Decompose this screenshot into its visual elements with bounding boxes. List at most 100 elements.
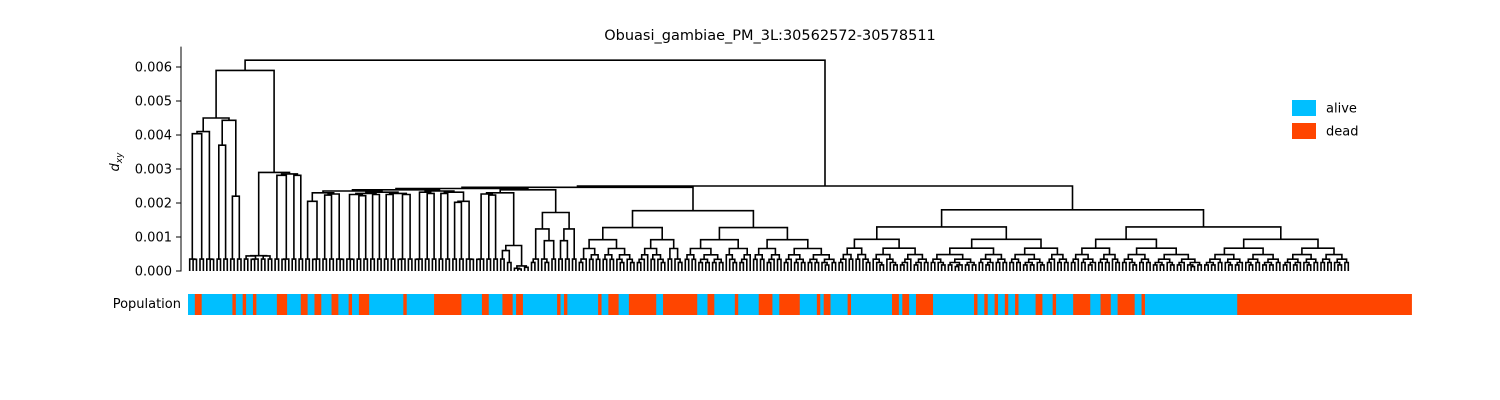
population-segment-dead bbox=[598, 294, 602, 315]
dendrogram-link bbox=[793, 247, 823, 255]
dendrogram-link bbox=[385, 193, 394, 260]
dendrogram-link bbox=[1223, 247, 1264, 255]
dendrogram-link bbox=[1087, 264, 1093, 271]
dendrogram-link bbox=[643, 247, 658, 255]
dendrogram-link bbox=[766, 238, 809, 249]
dendrogram-link bbox=[879, 264, 885, 271]
dendrogram-link bbox=[1186, 264, 1194, 271]
dendrogram-link bbox=[978, 261, 984, 271]
dendrogram-link bbox=[588, 238, 618, 249]
dendrogram-link bbox=[1094, 238, 1158, 249]
legend-swatch-alive bbox=[1292, 100, 1316, 116]
dendrogram-link bbox=[356, 258, 362, 271]
population-segment-alive bbox=[560, 294, 565, 315]
dendrogram-link bbox=[506, 261, 512, 271]
dendrogram-link bbox=[783, 261, 789, 271]
dendrogram-link bbox=[431, 258, 437, 271]
dendrogram-link bbox=[1301, 247, 1335, 255]
population-segment-dead bbox=[1015, 294, 1019, 315]
dendrogram-link bbox=[329, 258, 335, 271]
dendrogram-link bbox=[853, 238, 900, 249]
population-segment-alive bbox=[697, 294, 708, 315]
population-segment-alive bbox=[567, 294, 599, 315]
dendrogram-link bbox=[1098, 261, 1103, 271]
population-segment-alive bbox=[1042, 294, 1054, 315]
dendrogram-link bbox=[564, 258, 570, 271]
population-segment-dead bbox=[403, 294, 408, 315]
dendrogram-link bbox=[1121, 261, 1127, 271]
dendrogram-link bbox=[458, 258, 464, 271]
legend-label-alive: alive bbox=[1326, 102, 1357, 117]
population-segment-dead bbox=[984, 294, 989, 315]
dendrogram-link bbox=[1139, 261, 1144, 271]
population-segment-dead bbox=[1073, 294, 1091, 315]
dendrogram-link bbox=[1245, 261, 1252, 271]
dendrogram-link bbox=[559, 239, 569, 260]
legend: alive dead bbox=[1292, 100, 1358, 140]
dendrogram-link bbox=[964, 264, 970, 271]
dendrogram-link bbox=[322, 258, 328, 271]
population-segment-dead bbox=[915, 294, 934, 315]
dendrogram-link bbox=[191, 132, 203, 260]
population-segment-dead bbox=[1052, 294, 1057, 315]
dendrogram-link bbox=[1115, 261, 1121, 271]
dendrogram-link bbox=[876, 226, 1008, 240]
population-segment-dead bbox=[608, 294, 620, 315]
dendrogram-link bbox=[1320, 261, 1326, 271]
dendrogram-link bbox=[940, 264, 946, 271]
dendrogram-link bbox=[728, 258, 736, 271]
dendrogram-link bbox=[739, 261, 745, 271]
population-segment-alive bbox=[1144, 294, 1238, 315]
dendrogram-link bbox=[461, 186, 694, 211]
dendrogram-link bbox=[915, 261, 922, 271]
dendrogram-link bbox=[971, 264, 977, 271]
dendrogram-link bbox=[689, 247, 712, 255]
dendrogram-link bbox=[323, 194, 333, 260]
population-segment-alive bbox=[933, 294, 975, 315]
dendrogram-link bbox=[551, 258, 557, 271]
dendrogram-link bbox=[1063, 261, 1069, 271]
dendrogram-link bbox=[882, 247, 916, 255]
dendrogram-link bbox=[488, 194, 497, 260]
dendrogram-link bbox=[846, 247, 863, 255]
dendrogram-link bbox=[757, 247, 777, 255]
dendrogram-link bbox=[476, 258, 481, 271]
dendrogram-link bbox=[1022, 264, 1028, 271]
y-tick-label: 0.002 bbox=[135, 197, 172, 212]
dendrogram-link bbox=[335, 258, 343, 271]
population-segment-dead bbox=[816, 294, 821, 315]
dendrogram-link bbox=[218, 144, 227, 260]
dendrogram-link bbox=[698, 261, 704, 271]
dendrogram-link bbox=[1306, 264, 1312, 271]
population-segment-alive bbox=[201, 294, 233, 315]
legend-swatch-dead bbox=[1292, 123, 1316, 139]
population-segment-alive bbox=[1018, 294, 1036, 315]
dendrogram-link bbox=[465, 258, 473, 271]
dendrogram-link bbox=[1268, 264, 1274, 271]
dendrogram-link bbox=[221, 119, 237, 197]
dendrogram-link bbox=[940, 209, 1205, 227]
population-segment-alive bbox=[1134, 294, 1142, 315]
population-segment-alive bbox=[406, 294, 435, 315]
dendrogram-link bbox=[544, 261, 550, 271]
population-segment-dead bbox=[563, 294, 568, 315]
dendrogram-link bbox=[1046, 261, 1052, 271]
dendrogram-link bbox=[313, 258, 321, 271]
population-segment-dead bbox=[1100, 294, 1112, 315]
dendrogram-link bbox=[650, 258, 656, 271]
dendrogram-link bbox=[1080, 261, 1086, 271]
dendrogram-link bbox=[1159, 264, 1165, 271]
dendrogram-link bbox=[580, 258, 587, 271]
dendrogram-link bbox=[578, 261, 584, 271]
dendrogram-link bbox=[705, 261, 710, 271]
dendrogram-link bbox=[970, 238, 1042, 249]
dendrogram-link bbox=[371, 193, 381, 260]
dendrogram-link bbox=[768, 258, 775, 271]
dendrogram-link bbox=[311, 258, 317, 271]
population-segment-alive bbox=[851, 294, 893, 315]
population-segment-alive bbox=[522, 294, 558, 315]
dendrogram-link bbox=[541, 211, 570, 229]
population-bar bbox=[188, 294, 1412, 315]
dendrogram-link bbox=[923, 261, 929, 271]
dendrogram-link bbox=[865, 261, 871, 271]
